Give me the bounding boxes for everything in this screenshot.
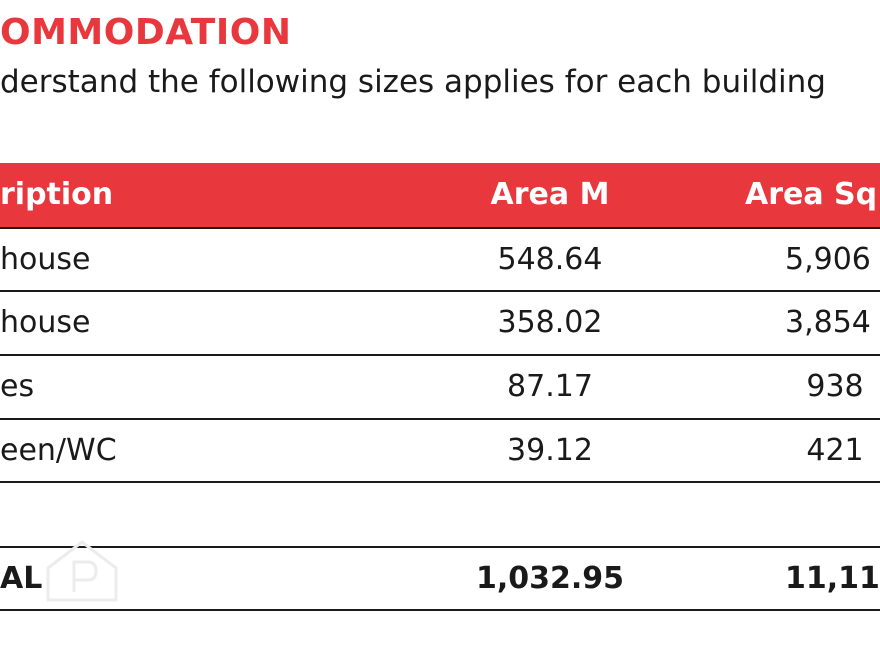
cell: 938	[806, 369, 864, 404]
row-rule	[0, 227, 880, 229]
column-header: Area M	[490, 177, 610, 212]
row-rule	[0, 418, 880, 420]
header-band	[0, 163, 880, 227]
watermark	[46, 540, 118, 602]
cell: een/WC	[0, 433, 117, 468]
title: OMMODATION	[0, 12, 292, 53]
cell: 358.02	[497, 305, 603, 340]
cell: 39.12	[507, 433, 593, 468]
row-rule	[0, 481, 880, 483]
total-cell: 1,032.95	[475, 561, 625, 596]
cell: 421	[806, 433, 864, 468]
cell: 5,906	[785, 242, 871, 277]
subtitle: derstand the following sizes applies for…	[0, 64, 826, 100]
cell: house	[0, 305, 91, 340]
row-rule	[0, 354, 880, 356]
cell: house	[0, 242, 91, 277]
cell: es	[0, 369, 35, 404]
row-rule	[0, 546, 880, 548]
cell: 87.17	[507, 369, 593, 404]
row-rule	[0, 290, 880, 292]
total-cell: 11,119	[785, 561, 880, 596]
row-rule	[0, 609, 880, 611]
column-header: ription	[0, 177, 114, 212]
cell: 3,854	[785, 305, 871, 340]
column-header: Area Sq	[745, 177, 878, 212]
cell: 548.64	[497, 242, 603, 277]
total-label: AL	[0, 561, 43, 596]
